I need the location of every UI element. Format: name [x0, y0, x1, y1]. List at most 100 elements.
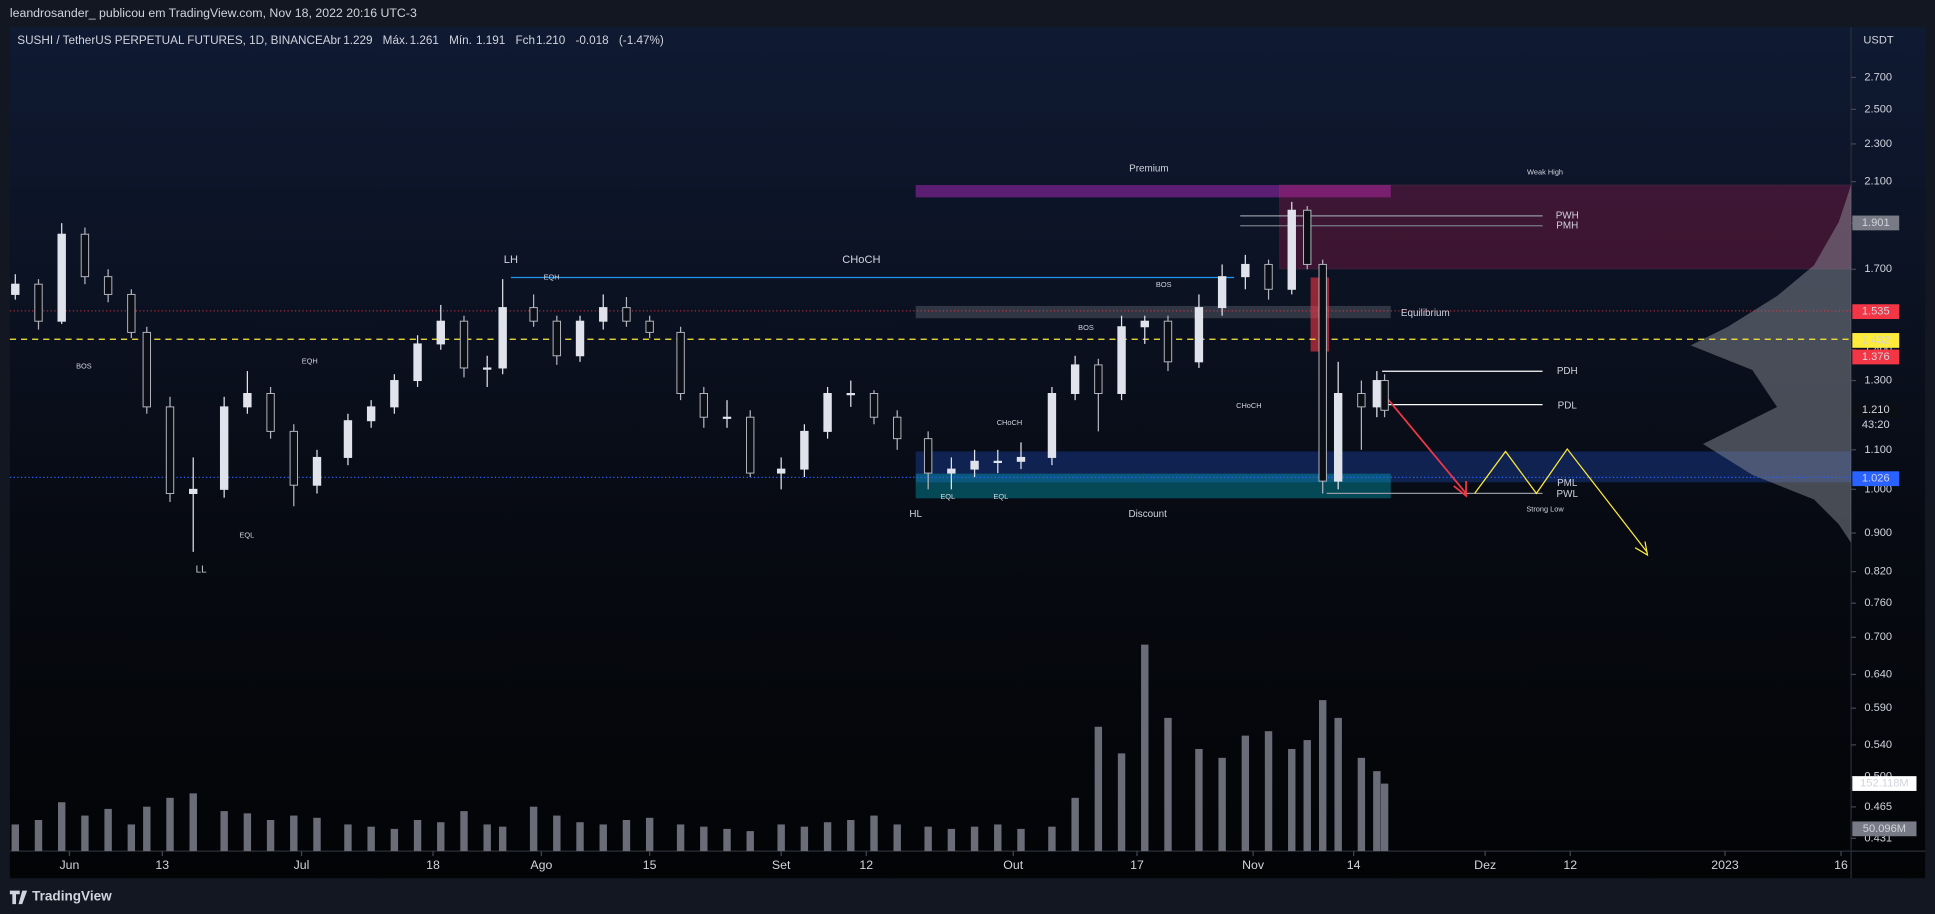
ohlc-name: Abr — [323, 34, 341, 47]
candle-body — [1380, 380, 1389, 411]
candle-body — [243, 393, 252, 408]
volume-label-bg — [1852, 821, 1917, 837]
volume-bar — [460, 811, 468, 852]
volume-bar — [1218, 757, 1226, 852]
annotation: BOS — [76, 361, 92, 370]
volume-bar — [127, 824, 136, 852]
volume-bar — [746, 831, 754, 852]
volume-bar — [823, 822, 832, 852]
volume-bar — [437, 822, 445, 852]
volume-bar — [645, 817, 654, 852]
candle-body — [1047, 393, 1057, 458]
volume-bar — [870, 815, 878, 852]
premium-zone — [915, 185, 1391, 198]
ohlc-name: Mín. — [449, 34, 472, 47]
candle-body — [1357, 393, 1366, 408]
x-tick-label: 15 — [643, 858, 657, 872]
candle-body — [266, 393, 275, 432]
volume-bar — [266, 820, 275, 852]
annotation: CHoCH — [1236, 401, 1261, 410]
annotation: PMH — [1556, 220, 1578, 231]
price-label: 1.210 — [1862, 404, 1890, 416]
y-tick-label: 0.640 — [1864, 668, 1892, 680]
y-tick-label: 1.000 — [1864, 483, 1892, 495]
candle-body — [390, 380, 399, 408]
candle-body — [127, 293, 136, 333]
equilibrium-zone — [915, 305, 1391, 319]
price-label: 1.901 — [1862, 217, 1890, 229]
candle-body — [970, 460, 979, 470]
change-pct: (-1.47%) — [619, 34, 664, 47]
y-tick-label: 0.590 — [1864, 702, 1892, 714]
candle-body — [34, 283, 43, 322]
volume-bar — [599, 824, 607, 852]
candle-body — [1094, 364, 1103, 394]
candle-body — [459, 320, 469, 369]
y-tick-label: 0.431 — [1864, 832, 1892, 844]
candle-body — [599, 307, 608, 322]
volume-bar — [700, 826, 708, 852]
volume-bar — [1094, 726, 1103, 852]
candle-body — [11, 283, 20, 295]
candle-body — [893, 416, 902, 440]
annotation: HL — [909, 509, 922, 520]
annotation: EQL — [239, 530, 254, 539]
x-tick-label: Set — [772, 858, 791, 872]
annotation: EQH — [544, 272, 560, 281]
volume-bar — [34, 820, 43, 852]
volume-bar — [390, 828, 399, 852]
volume-label-bg — [1852, 776, 1917, 791]
candle-body — [846, 393, 855, 396]
price-label-bg — [1852, 333, 1900, 348]
candle-body — [343, 420, 353, 458]
candle-body — [312, 456, 322, 486]
volume-bar — [994, 824, 1002, 852]
tv-logo — [9, 890, 28, 905]
volume-bar — [1195, 748, 1203, 852]
volume-bar — [1288, 748, 1296, 852]
weak-high-zone — [1279, 184, 1852, 270]
volume-bar — [622, 820, 631, 852]
candle-body — [993, 460, 1002, 464]
candle-body — [923, 438, 933, 474]
candle-body — [498, 307, 507, 369]
candle-body — [575, 320, 585, 357]
candle-body — [699, 393, 709, 418]
volume-bar — [553, 815, 561, 852]
volume-bar — [576, 822, 584, 852]
ohlc-value: 1.191 — [476, 34, 505, 47]
y-tick-label: 1.300 — [1864, 374, 1892, 386]
candle-body — [776, 468, 786, 474]
volume-bar — [189, 793, 197, 852]
x-tick-label: 14 — [1347, 858, 1361, 872]
price-label-bg — [1852, 304, 1900, 320]
price-label: 1.026 — [1862, 473, 1890, 485]
annotation: EQH — [302, 356, 318, 365]
volume-bar — [676, 824, 685, 852]
volume-bar — [947, 828, 956, 852]
volume-bar — [290, 815, 298, 852]
y-tick-label: 2.500 — [1864, 103, 1892, 115]
y-tick-label: 0.540 — [1864, 739, 1892, 751]
x-tick-label: 16 — [1834, 858, 1848, 872]
volume-bar — [1357, 757, 1366, 852]
volume-bar — [1048, 826, 1056, 852]
candle-body — [142, 331, 151, 408]
candle-body — [676, 331, 685, 394]
x-tick-label: Dez — [1474, 858, 1496, 872]
candle-body — [823, 393, 832, 432]
candle-body — [103, 276, 113, 295]
price-label-bg — [1852, 349, 1900, 365]
candle-body — [1070, 364, 1080, 394]
candle-body — [165, 406, 175, 495]
footer-brand: TradingView — [32, 888, 112, 903]
candle-body — [1333, 393, 1343, 482]
publish-header: leandrosander_ publicou em TradingView.c… — [10, 6, 417, 20]
annotation: EQL — [940, 492, 955, 501]
candle-body — [1140, 320, 1149, 328]
volume-bar — [483, 824, 491, 852]
candle-body — [219, 406, 229, 490]
x-tick-label: Nov — [1242, 858, 1265, 872]
chart-pane — [9, 27, 1926, 879]
candle-body — [289, 430, 298, 486]
